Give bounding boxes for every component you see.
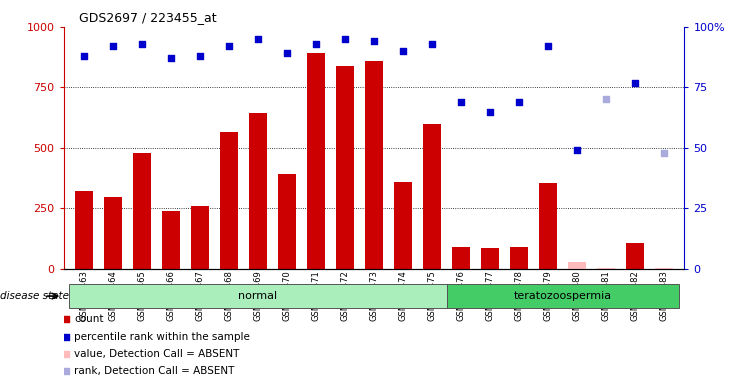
Point: [281, 50, 293, 56]
Bar: [76, 191, 93, 269]
Point: [368, 38, 380, 45]
Point: [295, 104, 307, 110]
Bar: [655, 268, 672, 269]
Point: [310, 41, 322, 47]
Bar: [539, 183, 557, 269]
Text: teratozoospermia: teratozoospermia: [514, 291, 612, 301]
Text: disease state: disease state: [0, 291, 69, 301]
Point: [223, 43, 235, 49]
Point: [658, 150, 670, 156]
Point: [455, 99, 467, 105]
Bar: [598, 268, 615, 269]
Point: [194, 53, 206, 59]
Bar: [162, 211, 180, 269]
Bar: [423, 124, 441, 269]
Point: [165, 55, 177, 61]
Bar: [337, 66, 354, 269]
Point: [107, 43, 119, 49]
Text: percentile rank within the sample: percentile rank within the sample: [75, 332, 251, 342]
Text: normal: normal: [239, 291, 278, 301]
Point: [513, 99, 525, 105]
Text: GDS2697 / 223455_at: GDS2697 / 223455_at: [79, 12, 216, 25]
Bar: [447, 284, 678, 308]
Bar: [510, 247, 528, 269]
Point: [252, 36, 264, 42]
Point: [426, 41, 438, 47]
Bar: [394, 182, 411, 269]
Point: [397, 48, 409, 54]
Bar: [365, 61, 383, 269]
Point: [600, 96, 612, 103]
Bar: [482, 248, 499, 269]
Bar: [278, 174, 295, 269]
Point: [571, 147, 583, 153]
Bar: [104, 197, 122, 269]
Point: [78, 53, 90, 59]
Bar: [191, 206, 209, 269]
Point: [542, 43, 554, 49]
Bar: [220, 132, 238, 269]
Text: count: count: [75, 314, 104, 324]
Point: [339, 36, 351, 42]
Point: [484, 109, 496, 115]
Bar: [307, 53, 325, 269]
Bar: [249, 113, 266, 269]
Text: value, Detection Call = ABSENT: value, Detection Call = ABSENT: [75, 349, 240, 359]
Bar: [453, 247, 470, 269]
Point: [295, 261, 307, 267]
Point: [629, 79, 641, 86]
Bar: [70, 284, 447, 308]
Point: [136, 41, 148, 47]
Bar: [133, 153, 150, 269]
Bar: [626, 243, 644, 269]
Bar: [568, 262, 586, 269]
Text: rank, Detection Call = ABSENT: rank, Detection Call = ABSENT: [75, 366, 235, 376]
